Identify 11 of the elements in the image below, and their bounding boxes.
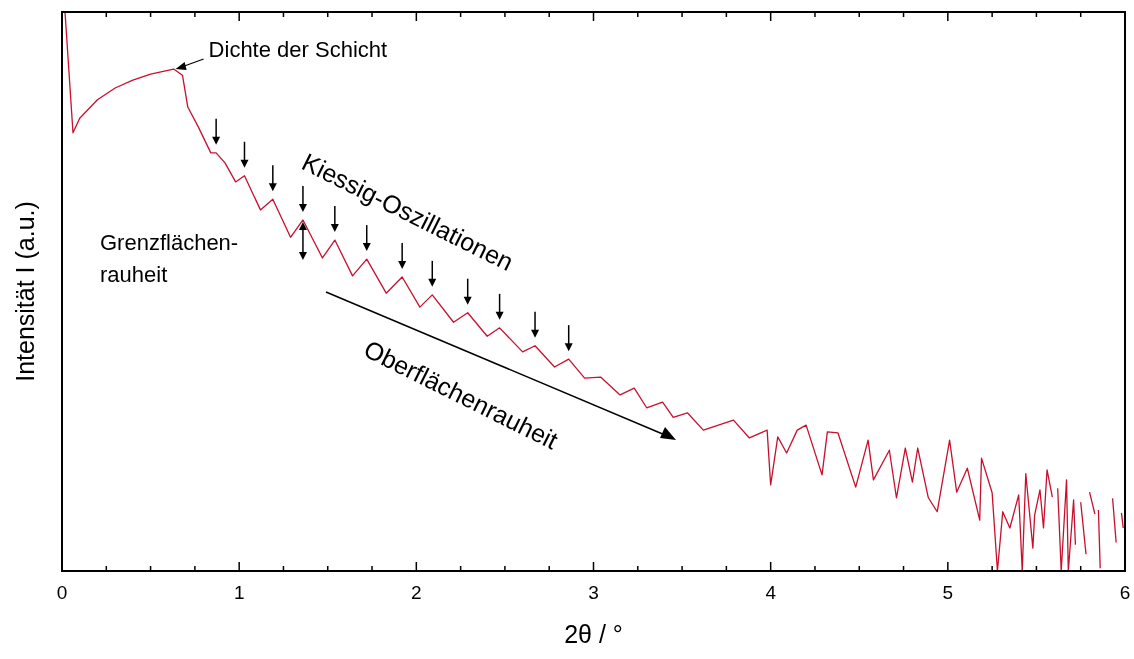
annotation: Grenzflächen- rauheit xyxy=(100,230,239,287)
x-tick-label: 1 xyxy=(233,582,245,603)
x-axis-title: 2θ / ° xyxy=(564,620,623,648)
y-axis-title: Intensität I (a.u.) xyxy=(11,201,39,382)
x-tick-label: 2 xyxy=(411,582,422,603)
annotation: Dichte der Schicht xyxy=(208,37,388,63)
x-tick-label: 3 xyxy=(588,582,599,603)
x-tick-label: 6 xyxy=(1119,582,1131,603)
x-tick-label: 5 xyxy=(942,582,954,603)
x-tick-label: 0 xyxy=(56,582,68,603)
x-tick-label: 4 xyxy=(765,582,777,603)
